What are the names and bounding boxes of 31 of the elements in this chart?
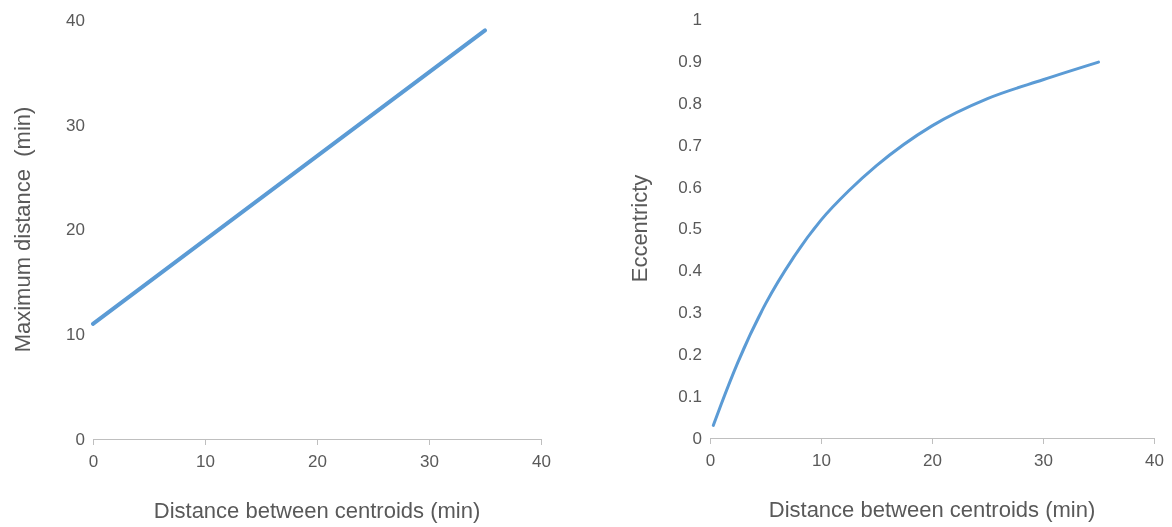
x-tick-label: 0 xyxy=(705,450,716,470)
y-tick-label: 30 xyxy=(65,115,85,135)
y-axis-title: Eccentricty xyxy=(627,174,652,283)
x-tick-label: 20 xyxy=(923,450,942,470)
x-tick-label: 30 xyxy=(420,451,439,471)
y-tick-label: 0.8 xyxy=(678,93,702,113)
x-tick-label: 10 xyxy=(196,451,215,471)
x-tick-label: 30 xyxy=(1034,450,1053,470)
y-tick-label: 20 xyxy=(65,220,85,240)
y-tick-label: 0.9 xyxy=(678,51,702,71)
y-tick-label: 0.6 xyxy=(678,177,702,197)
y-tick-label: 10 xyxy=(65,325,85,345)
x-tick-label: 20 xyxy=(308,451,327,471)
x-tick-label: 10 xyxy=(812,450,831,470)
y-tick-label: 0 xyxy=(75,429,85,449)
y-tick-label: 0.1 xyxy=(678,387,702,407)
x-axis-title: Distance between centroids (min) xyxy=(153,498,481,523)
y-tick-label: 40 xyxy=(65,10,85,30)
x-tick-label: 40 xyxy=(1145,450,1164,470)
line-series xyxy=(711,60,1100,427)
y-axis-title: Maximum distance (min) xyxy=(10,106,35,353)
y-tick-label: 0.4 xyxy=(678,261,702,281)
y-tick-label: 0.2 xyxy=(678,345,702,365)
y-tick-label: 0.7 xyxy=(678,135,702,155)
y-tick-label: 0 xyxy=(692,428,702,448)
x-tick-label: 0 xyxy=(88,451,99,471)
x-axis-title: Distance between centroids (min) xyxy=(768,497,1096,522)
y-tick-label: 1 xyxy=(692,9,702,29)
x-tick-label: 40 xyxy=(532,451,551,471)
y-tick-label: 0.3 xyxy=(678,303,702,323)
y-tick-label: 0.5 xyxy=(678,219,702,239)
